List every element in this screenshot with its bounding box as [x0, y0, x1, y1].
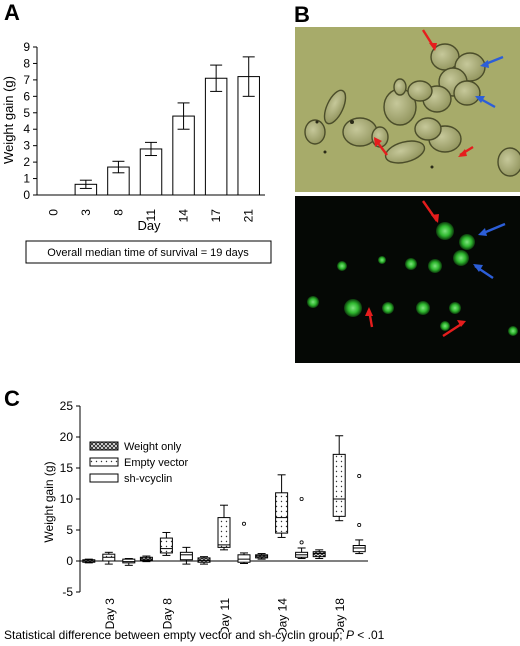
- box-plot-y-tick-label: 5: [66, 523, 73, 537]
- brightfield-micrograph: [295, 27, 520, 192]
- bar-chart-y-tick-label: 9: [23, 40, 30, 54]
- box-plot-y-tick-label: 10: [60, 492, 74, 506]
- brightfield-cells: [304, 29, 520, 177]
- fluorescence-micrograph: [295, 196, 520, 363]
- bar-chart-x-tick-label: 14: [177, 209, 191, 223]
- bar-chart-y-tick-label: 6: [23, 89, 30, 103]
- box-empty-vector: [217, 517, 231, 548]
- legend-swatch-sh-vcyclin: [89, 473, 119, 483]
- bar-chart-y-tick-label: 5: [23, 106, 30, 120]
- legend-label-empty-vector: Empty vector: [124, 457, 189, 469]
- box-empty-vector: [159, 537, 173, 554]
- box-empty-vector: [275, 492, 289, 534]
- footnote-p-symbol: P: [345, 628, 354, 642]
- bar-chart-y-tick-label: 4: [23, 122, 30, 136]
- bar-chart-x-tick-label: 21: [242, 209, 256, 223]
- box-plot-x-tick-label: Day 14: [276, 598, 290, 632]
- box-plot-boxes: [82, 435, 366, 566]
- box-sh-vcyclin: [237, 554, 251, 563]
- fluorescent-cells: [307, 200, 518, 338]
- box-outlier: [241, 521, 246, 526]
- statistical-footnote: Statistical difference between empty vec…: [4, 628, 384, 642]
- bar-chart-x-tick-label: 3: [79, 209, 93, 216]
- box-plot-tick-labels: -5 0 5 10 15 20 25 Day 3 Day 8 Day 11 Day 14 Day 18: [60, 400, 348, 632]
- box-plot-y-tick-label: 0: [66, 554, 73, 568]
- box-outlier: [357, 523, 362, 528]
- bar-chart-y-tick-label: 1: [23, 172, 30, 186]
- bar-chart-x-tick-label: 0: [46, 209, 60, 216]
- box-outlier: [299, 540, 304, 545]
- box-plot-x-tick-label: Day 8: [160, 598, 174, 630]
- bar-chart-tick-labels: 0 1 2 3 4 5 6 7 8 9 0 3 8 11 14 17 21: [23, 40, 255, 222]
- box-plot-x-tick-label: Day 3: [103, 598, 117, 630]
- box-empty-vector: [332, 453, 346, 517]
- box-sh-vcyclin: [179, 551, 193, 561]
- box-sh-vcyclin: [122, 558, 136, 564]
- bar-chart-bars: [74, 56, 260, 196]
- bar-chart-y-tick-label: 7: [23, 73, 30, 87]
- panel-c-letter: C: [4, 386, 20, 411]
- footnote-p-value: < .01: [353, 628, 385, 642]
- bar-chart-y-tick-label: 2: [23, 155, 30, 169]
- survival-annotation-box: [25, 240, 272, 264]
- legend-label-weight-only: Weight only: [124, 441, 182, 453]
- bar-17: [204, 77, 228, 196]
- weight-gain-bar-chart: 0 1 2 3 4 5 6 7 8 9 0 3 8 11 14 17 21 Weight gain (g) Da…: [1, 40, 272, 264]
- weight-gain-box-plot: -5 0 5 10 15 20 25 Day 3 Day 8 Day 11 Day 14 Day 18…: [42, 400, 368, 632]
- box-plot-y-tick-label: 20: [60, 430, 74, 444]
- bar-chart-y-tick-label: 3: [23, 139, 30, 153]
- bar-chart-x-axis-label: Day: [137, 218, 161, 233]
- legend-label-sh-vcyclin: sh-vcyclin: [124, 473, 172, 485]
- bar-chart-y-tick-label: 8: [23, 56, 30, 70]
- box-plot-y-tick-label: -5: [62, 585, 73, 599]
- bar-chart-x-tick-label: 8: [111, 209, 125, 216]
- legend-swatch-empty-vector: [89, 457, 119, 467]
- box-plot-y-tick-label: 25: [60, 400, 74, 413]
- box-outlier: [357, 474, 362, 479]
- box-weight-only: [312, 551, 326, 558]
- box-plot-y-tick-label: 15: [60, 461, 74, 475]
- panel-a-letter: A: [4, 0, 20, 25]
- bar-chart-y-tick-label: 0: [23, 188, 30, 202]
- box-plot-legend: Weight only Empty vector sh-vcyclin: [89, 441, 189, 485]
- box-sh-vcyclin: [352, 545, 366, 553]
- legend-swatch-weight-only: [89, 441, 119, 451]
- panel-b-letter: B: [294, 2, 310, 27]
- footnote-prefix: Statistical difference between empty vec…: [4, 628, 346, 642]
- bar-chart-x-tick-label: 11: [144, 209, 158, 222]
- survival-annotation-text: Overall median time of survival = 19 day…: [47, 247, 249, 259]
- box-plot-axes: [76, 405, 368, 593]
- bar-chart-x-tick-label: 17: [209, 209, 223, 223]
- box-plot-x-tick-label: Day 11: [218, 598, 232, 632]
- box-outlier: [299, 497, 304, 502]
- box-plot-y-axis-label: Weight gain (g): [42, 461, 56, 542]
- bar-chart-y-axis-label: Weight gain (g): [1, 76, 16, 164]
- box-plot-x-tick-label: Day 18: [333, 598, 347, 632]
